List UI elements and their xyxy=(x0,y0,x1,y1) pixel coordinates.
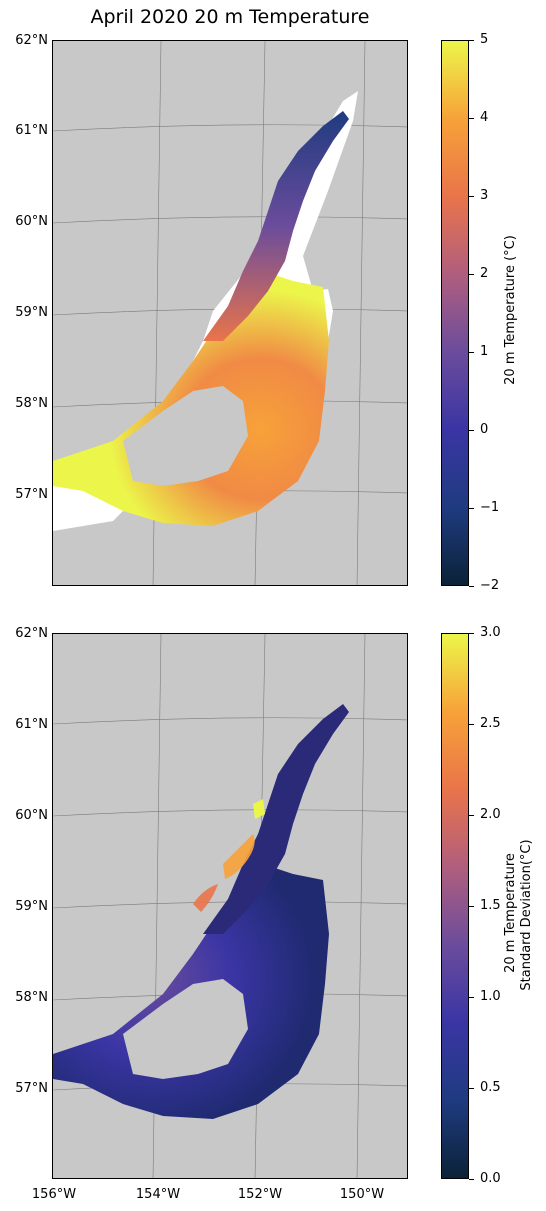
colorbar-tick-label: 2.5 xyxy=(480,716,501,731)
lat-label: 57°N xyxy=(15,487,48,502)
stddev-hotspot xyxy=(223,834,255,879)
colorbar-tick-mark xyxy=(469,633,474,634)
colorbar-tick-mark xyxy=(469,724,474,725)
colorbar-tick-label: 0.0 xyxy=(480,1171,501,1186)
colorbar-tick-mark xyxy=(469,118,474,119)
lat-label: 57°N xyxy=(15,1081,48,1096)
top-colorbar xyxy=(441,40,469,586)
bottom-map-panel xyxy=(52,633,408,1179)
lat-label: 58°N xyxy=(15,990,48,1005)
lat-label: 61°N xyxy=(15,123,48,138)
island-land xyxy=(123,386,248,486)
colorbar-tick-label: 1.5 xyxy=(480,898,501,913)
colorbar-tick-mark xyxy=(469,274,474,275)
lat-label: 61°N xyxy=(15,717,48,732)
colorbar-tick-label: 2.0 xyxy=(480,807,501,822)
island-small xyxy=(113,541,148,553)
colorbar-tick-mark xyxy=(469,430,474,431)
colorbar-tick-label: 3.0 xyxy=(480,625,501,640)
island-land xyxy=(123,979,248,1079)
colorbar-tick-label: 1 xyxy=(480,344,489,359)
colorbar-tick-label: 0 xyxy=(480,422,489,437)
inlet-temperature xyxy=(203,111,349,341)
lon-label: 156°W xyxy=(31,1187,77,1202)
lat-label: 59°N xyxy=(15,305,48,320)
lon-label: 154°W xyxy=(135,1187,181,1202)
figure-title: April 2020 20 m Temperature xyxy=(90,6,370,28)
lat-label: 59°N xyxy=(15,899,48,914)
top-map-panel xyxy=(52,40,408,586)
inlet-stddev xyxy=(203,704,349,934)
lat-label: 60°N xyxy=(15,808,48,823)
colorbar-tick-mark xyxy=(469,508,474,509)
stddev-hotspot-peak xyxy=(253,799,265,819)
colorbar-tick-mark xyxy=(469,586,474,587)
colorbar-tick-label: 1.0 xyxy=(480,989,501,1004)
colorbar-tick-mark xyxy=(469,196,474,197)
colorbar-tick-mark xyxy=(469,997,474,998)
bottom-colorbar-label-line1: 20 m Temperature xyxy=(503,853,518,973)
lat-label: 62°N xyxy=(15,626,48,641)
colorbar-tick-label: 5 xyxy=(480,32,489,47)
colorbar-tick-label: 2 xyxy=(480,266,489,281)
lon-label: 152°W xyxy=(237,1187,283,1202)
stddev-hotspot xyxy=(193,884,218,912)
top-map-svg xyxy=(53,41,407,585)
lat-label: 58°N xyxy=(15,396,48,411)
colorbar-tick-mark xyxy=(469,1179,474,1180)
top-colorbar-label: 20 m Temperature (°C) xyxy=(503,235,518,385)
lat-label: 60°N xyxy=(15,214,48,229)
colorbar-tick-label: 3 xyxy=(480,188,489,203)
bottom-map-svg xyxy=(53,634,407,1178)
colorbar-tick-label: −1 xyxy=(480,500,500,515)
colorbar-tick-label: 4 xyxy=(480,110,489,125)
colorbar-tick-mark xyxy=(469,40,474,41)
colorbar-tick-label: 0.5 xyxy=(480,1080,501,1095)
colorbar-tick-mark xyxy=(469,906,474,907)
colorbar-tick-label: −2 xyxy=(480,578,500,593)
bottom-colorbar xyxy=(441,633,469,1179)
colorbar-tick-mark xyxy=(469,1088,474,1089)
island-small xyxy=(113,1134,148,1146)
bottom-colorbar-label-line2: Standard Deviation(°C) xyxy=(519,839,534,991)
colorbar-tick-mark xyxy=(469,352,474,353)
lat-label: 62°N xyxy=(15,33,48,48)
lon-label: 150°W xyxy=(339,1187,385,1202)
colorbar-tick-mark xyxy=(469,815,474,816)
